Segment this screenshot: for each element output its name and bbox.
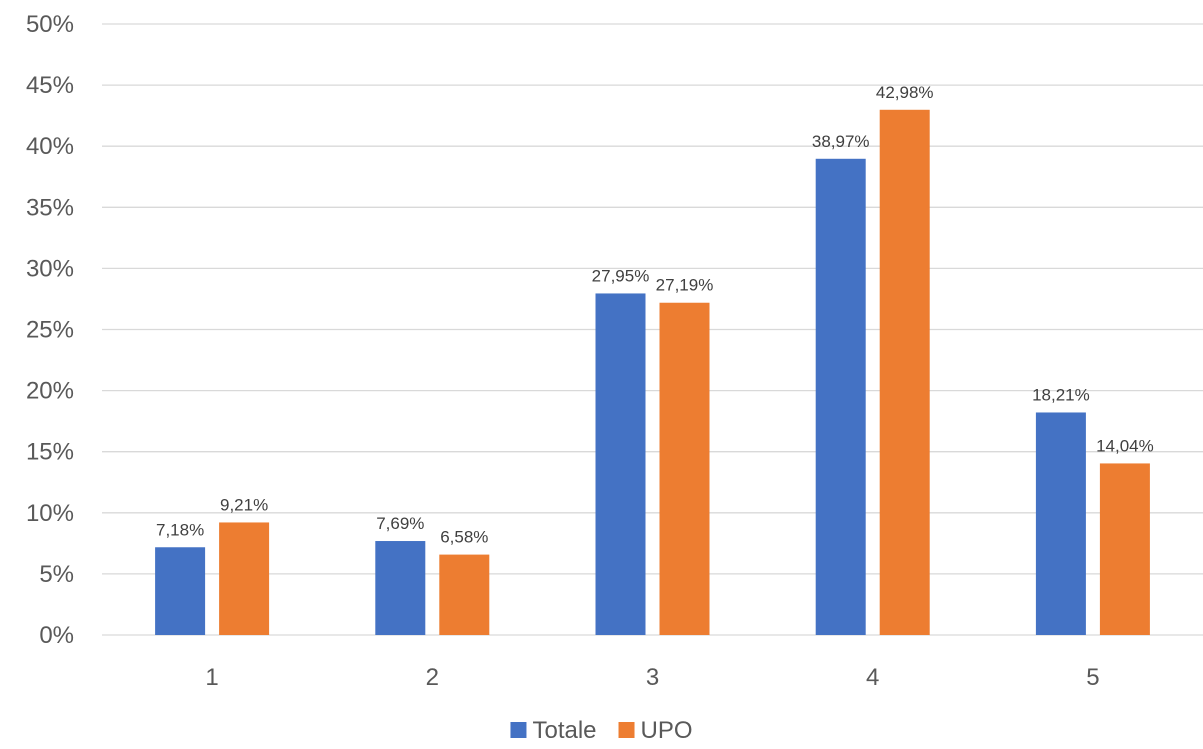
y-tick-label: 25% [26, 317, 74, 344]
legend: Totale UPO [510, 717, 693, 744]
bar-totale [1035, 412, 1086, 635]
y-tick-label: 40% [26, 133, 74, 160]
y-tick-label: 30% [26, 255, 74, 282]
y-tick-label: 20% [26, 378, 74, 405]
legend-label: UPO [641, 717, 693, 744]
data-label: 6,58% [440, 528, 488, 547]
x-axis-ticks: 1 2 3 4 5 [205, 664, 1099, 691]
legend-swatch-totale [510, 722, 527, 738]
bar-upo [1099, 463, 1150, 635]
bars [155, 109, 1150, 635]
legend-swatch-upo [618, 722, 635, 738]
y-tick-label: 50% [26, 11, 74, 38]
y-tick-label: 10% [26, 500, 74, 527]
x-tick-label: 2 [426, 664, 439, 691]
data-label: 9,21% [220, 495, 268, 514]
y-tick-label: 15% [26, 439, 74, 466]
y-tick-label: 5% [39, 561, 74, 588]
data-label: 14,04% [1096, 436, 1154, 455]
x-tick-label: 4 [866, 664, 879, 691]
data-labels: 7,18% 9,21% 7,69% 6,58% 27,95% 27,19% 38,97% 42… [156, 83, 1154, 547]
bar-totale [155, 547, 206, 635]
y-tick-label: 0% [39, 622, 74, 649]
y-tick-label: 35% [26, 194, 74, 221]
x-tick-label: 3 [646, 664, 659, 691]
y-axis-ticks: 0% 5% 10% 15% 20% 25% 30% 35% 40% 45% 50% [26, 11, 74, 649]
bar-totale [595, 293, 646, 635]
data-label: 7,18% [156, 520, 204, 539]
bar-totale [375, 541, 426, 635]
data-label: 7,69% [376, 514, 424, 533]
data-label: 42,98% [876, 83, 934, 102]
gridlines [102, 23, 1203, 636]
bar-upo [659, 302, 710, 635]
bar-totale [815, 158, 866, 635]
legend-label: Totale [532, 717, 596, 744]
y-tick-label: 45% [26, 72, 74, 99]
bar-upo [879, 109, 930, 635]
bar-upo [219, 522, 270, 635]
bar-upo [439, 554, 490, 635]
data-label: 27,95% [592, 266, 650, 285]
data-label: 27,19% [656, 276, 714, 295]
x-tick-label: 5 [1086, 664, 1099, 691]
data-label: 18,21% [1032, 385, 1090, 404]
data-label: 38,97% [812, 132, 870, 151]
x-tick-label: 1 [205, 664, 218, 691]
